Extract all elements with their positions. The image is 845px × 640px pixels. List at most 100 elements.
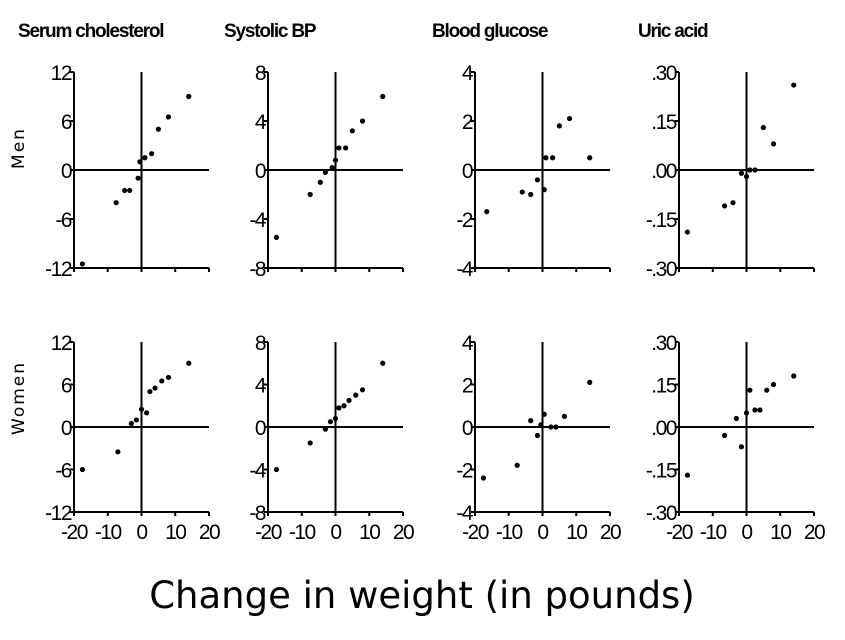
data-point — [747, 387, 753, 393]
data-point — [142, 155, 148, 161]
data-point — [127, 187, 133, 194]
y-tick-label: -.30 — [646, 258, 677, 281]
data-point — [322, 169, 328, 176]
y-tick-label: -4 — [249, 460, 266, 483]
data-point — [137, 159, 143, 165]
x-tick-label: -10 — [496, 521, 523, 544]
panel-women-serum-cholesterol: 12 6 0 -6 -12-20 -10 0 10 20 — [45, 332, 221, 544]
data-point — [743, 410, 750, 416]
column-title-serum-cholesterol: Serum cholesterol — [18, 21, 163, 42]
y-tick-label: .00 — [651, 417, 677, 440]
panel-women-blood-glucose: 420-2-4-20 -10 0 10 20 — [456, 332, 622, 544]
data-point — [138, 406, 145, 412]
data-point — [764, 387, 770, 393]
x-tick-label: -20 — [61, 521, 88, 544]
row-label-women: Women — [9, 361, 29, 435]
y-tick-label: -4 — [456, 258, 473, 281]
y-tick-label: .00 — [651, 160, 677, 183]
y-tick-label: 6 — [61, 375, 72, 398]
data-point — [353, 392, 359, 398]
y-tick-label: -8 — [249, 502, 265, 525]
data-point — [791, 82, 797, 88]
data-point — [587, 155, 593, 161]
x-tick-label: 20 — [199, 521, 220, 544]
data-point — [186, 360, 192, 366]
data-point — [747, 167, 753, 173]
x-tick-label: 20 — [393, 521, 414, 544]
data-point — [561, 413, 568, 419]
data-point — [380, 93, 386, 100]
y-tick-label: -6 — [55, 209, 71, 232]
y-tick-label: .15 — [651, 111, 677, 134]
data-point — [346, 397, 352, 404]
data-point — [327, 419, 334, 425]
panel-women-systolic-bp: 8 4 0 -4 -8-20 -10 0 10 20 — [249, 332, 415, 544]
data-point — [553, 424, 559, 430]
y-tick-label: -12 — [45, 502, 72, 525]
data-point — [332, 415, 339, 422]
column-title-uric-acid: Uric acid — [638, 21, 708, 42]
data-point — [79, 261, 86, 267]
data-point — [349, 128, 355, 134]
x-tick-label: -10 — [289, 521, 316, 544]
x-tick-label: 0 — [136, 521, 147, 544]
data-point — [159, 378, 165, 384]
data-point — [329, 164, 335, 171]
data-point — [730, 200, 736, 206]
data-point — [770, 381, 777, 388]
data-point — [534, 177, 541, 183]
data-point — [165, 374, 172, 381]
panel-men-blood-glucose: 4 2 0 -2 -4 — [456, 62, 611, 281]
column-title-systolic-bp: Systolic BP — [224, 21, 317, 42]
data-point — [322, 426, 328, 432]
data-point — [528, 418, 534, 424]
data-point — [514, 462, 520, 468]
data-point — [133, 417, 140, 423]
x-tick-label: 10 — [770, 521, 791, 544]
x-tick-label: -10 — [700, 521, 727, 544]
x-tick-label: 20 — [600, 521, 621, 544]
y-tick-label: -4 — [456, 502, 473, 525]
y-tick-label: 0 — [462, 417, 473, 440]
data-point — [760, 124, 766, 131]
column-title-blood-glucose: Blood glucose — [432, 21, 548, 42]
y-tick-label: 4 — [462, 332, 474, 355]
data-point — [721, 432, 728, 439]
y-tick-label: 6 — [61, 111, 72, 134]
data-point — [556, 123, 562, 129]
data-point — [128, 420, 134, 427]
y-tick-label: .30 — [651, 332, 677, 355]
panel-women-uric-acid: .30 .15 .00 -.15 -.30-20 -10 0 10 20 — [646, 332, 827, 544]
data-point — [155, 126, 161, 132]
data-point — [359, 118, 366, 124]
x-tick-label: 10 — [165, 521, 186, 544]
data-point — [115, 449, 121, 455]
data-point — [122, 187, 128, 194]
data-point — [752, 167, 758, 173]
y-tick-label: -.30 — [646, 502, 677, 525]
data-point — [550, 155, 556, 161]
data-point — [519, 189, 525, 195]
x-tick-label: -20 — [666, 521, 693, 544]
data-point — [543, 155, 549, 161]
y-tick-label: -8 — [249, 258, 265, 281]
x-tick-label: -20 — [255, 521, 282, 544]
data-point — [534, 432, 541, 439]
data-point — [738, 444, 745, 450]
x-tick-label: 10 — [359, 521, 380, 544]
data-point — [541, 187, 547, 193]
data-point — [684, 472, 691, 478]
y-tick-label: 0 — [61, 160, 72, 183]
y-tick-label: -6 — [55, 460, 71, 483]
data-point — [143, 410, 150, 416]
x-tick-label: 20 — [804, 521, 825, 544]
data-point — [273, 466, 280, 473]
y-tick-label: 0 — [462, 160, 473, 183]
row-label-men: Men — [9, 127, 29, 169]
x-axis-label: Change in weight (in pounds) — [149, 574, 695, 617]
y-tick-label: -.15 — [646, 209, 677, 232]
data-point — [743, 173, 750, 180]
data-point — [538, 422, 544, 428]
data-point — [343, 145, 349, 151]
